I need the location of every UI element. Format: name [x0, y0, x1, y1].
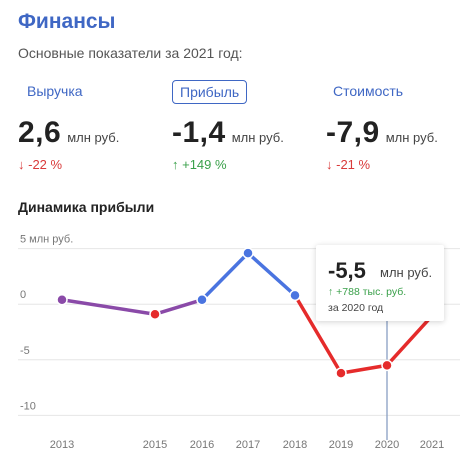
tab-revenue[interactable]: Выручка: [27, 83, 83, 99]
metric-revenue-delta: ↓ -22 %: [18, 157, 63, 172]
metric-profit: -1,4 млн руб.: [172, 116, 284, 150]
x-tick-label: 2016: [190, 439, 214, 451]
metric-value: -7,9 млн руб.: [326, 116, 438, 150]
data-point: [381, 359, 393, 372]
data-point: [196, 294, 208, 306]
series-segment: [200, 251, 250, 302]
metric-profit-value: -1,4: [172, 116, 226, 149]
tab-profit[interactable]: Прибыль: [172, 80, 248, 104]
data-point: [242, 247, 254, 259]
x-tick-label: 2013: [50, 439, 74, 451]
y-tick-label: -10: [20, 400, 36, 412]
metric-profit-unit: млн руб.: [231, 130, 284, 145]
metric-value-value: -7,9: [326, 116, 380, 149]
y-tick-label: -5: [20, 345, 30, 357]
x-tick-label: 2021: [420, 439, 444, 451]
tooltip-delta: ↑ +788 тыс. руб.: [328, 286, 407, 298]
y-tick-label: 0: [20, 289, 26, 301]
metric-revenue-value: 2,6: [18, 116, 62, 149]
page-subtitle: Основные показатели за 2021 год:: [18, 45, 243, 61]
tooltip-value: -5,5: [328, 258, 366, 283]
page-title: Финансы: [18, 10, 116, 33]
series-segment: [246, 251, 297, 298]
data-point: [56, 294, 68, 306]
x-tick-label: 2017: [236, 439, 260, 451]
metric-profit-delta: ↑ +149 %: [172, 157, 227, 172]
metric-revenue-unit: млн руб.: [67, 130, 120, 145]
data-point: [149, 308, 161, 320]
y-tick-label: 5 млн руб.: [20, 234, 73, 246]
chart-tooltip: -5,5 млн руб. ↑ +788 тыс. руб. за 2020 г…: [316, 245, 444, 321]
tab-value[interactable]: Стоимость: [333, 83, 404, 99]
metric-value-delta: ↓ -21 %: [326, 157, 371, 172]
x-tick-label: 2019: [329, 439, 353, 451]
tooltip-year: за 2020 год: [328, 302, 384, 314]
x-tick-label: 2015: [143, 439, 167, 451]
tooltip-unit: млн руб.: [380, 265, 433, 280]
metric-value-unit: млн руб.: [385, 130, 438, 145]
chart-title: Динамика прибыли: [18, 199, 155, 215]
x-tick-label: 2020: [375, 439, 399, 451]
series-segment: [339, 363, 389, 375]
series-segment: [385, 318, 431, 368]
metric-revenue: 2,6 млн руб.: [18, 116, 119, 150]
data-point: [289, 289, 301, 302]
series-segment: [293, 293, 343, 375]
x-tick-label: 2018: [283, 439, 307, 451]
data-point: [335, 367, 347, 379]
series-segment: [153, 298, 204, 316]
series-segment: [60, 298, 157, 316]
